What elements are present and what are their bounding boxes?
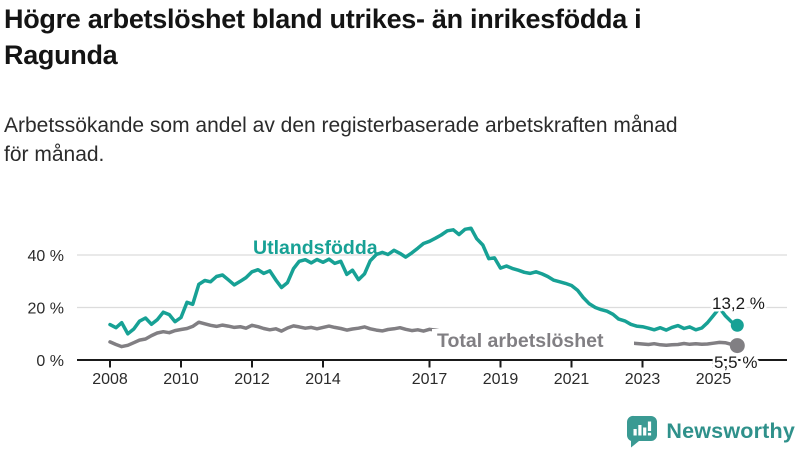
x-tick-label: 2017	[412, 371, 448, 388]
chart-title-line2: Ragunda	[4, 39, 118, 70]
x-tick-label: 2019	[483, 371, 519, 388]
chart-subtitle: Arbetssökande som andel av den registerb…	[4, 112, 784, 170]
total-label-mask	[432, 329, 634, 356]
end-dot-total-arbetsloshet	[729, 338, 745, 354]
x-tick-label: 2008	[92, 371, 128, 388]
gridlines	[77, 254, 787, 309]
chart-title: Högre arbetslöshet bland utrikes- än inr…	[4, 2, 764, 73]
chart-subtitle-line1: Arbetssökande som andel av den registerb…	[4, 114, 678, 137]
x-tick-label: 2023	[625, 371, 661, 388]
y-tick-label: 20 %	[28, 301, 64, 318]
newsworthy-logo-text: Newsworthy	[666, 418, 795, 443]
end-dot-utlandsfodda	[730, 318, 744, 332]
x-tick-label: 2021	[554, 371, 590, 388]
x-tick-label: 2010	[163, 371, 199, 388]
series-label-total-arbetsloshet: Total arbetslöshet	[437, 330, 604, 352]
y-tick-label: 0 %	[36, 353, 64, 370]
series-label-utlandsfodda: Utlandsfödda	[253, 237, 378, 259]
chart-title-line1: Högre arbetslöshet bland utrikes- än inr…	[4, 4, 642, 34]
series-line-utlandsfodda	[108, 226, 740, 336]
end-value-label-total-arbetsloshet: 5,5 %	[714, 353, 757, 372]
x-tick-group: 2008 2010 2012 2014 2017 2019 2021 2023 2025	[92, 360, 731, 388]
x-tick-label: 2012	[234, 371, 270, 388]
x-tick-label: 2014	[305, 371, 341, 388]
end-value-label-utlandsfodda: 13,2 %	[712, 294, 765, 313]
y-tick-label: 40 %	[28, 248, 64, 265]
line-chart: Utlandsfödda Total arbetslöshet 2008 2010…	[28, 226, 787, 388]
x-tick-label: 2025	[696, 371, 732, 388]
y-tick-label-group: 0 % 20 % 40 %	[28, 248, 64, 370]
newsworthy-icon	[627, 415, 658, 448]
chart-subtitle-line2: för månad.	[4, 142, 105, 166]
newsworthy-logo[interactable]: Newsworthy	[625, 414, 795, 448]
